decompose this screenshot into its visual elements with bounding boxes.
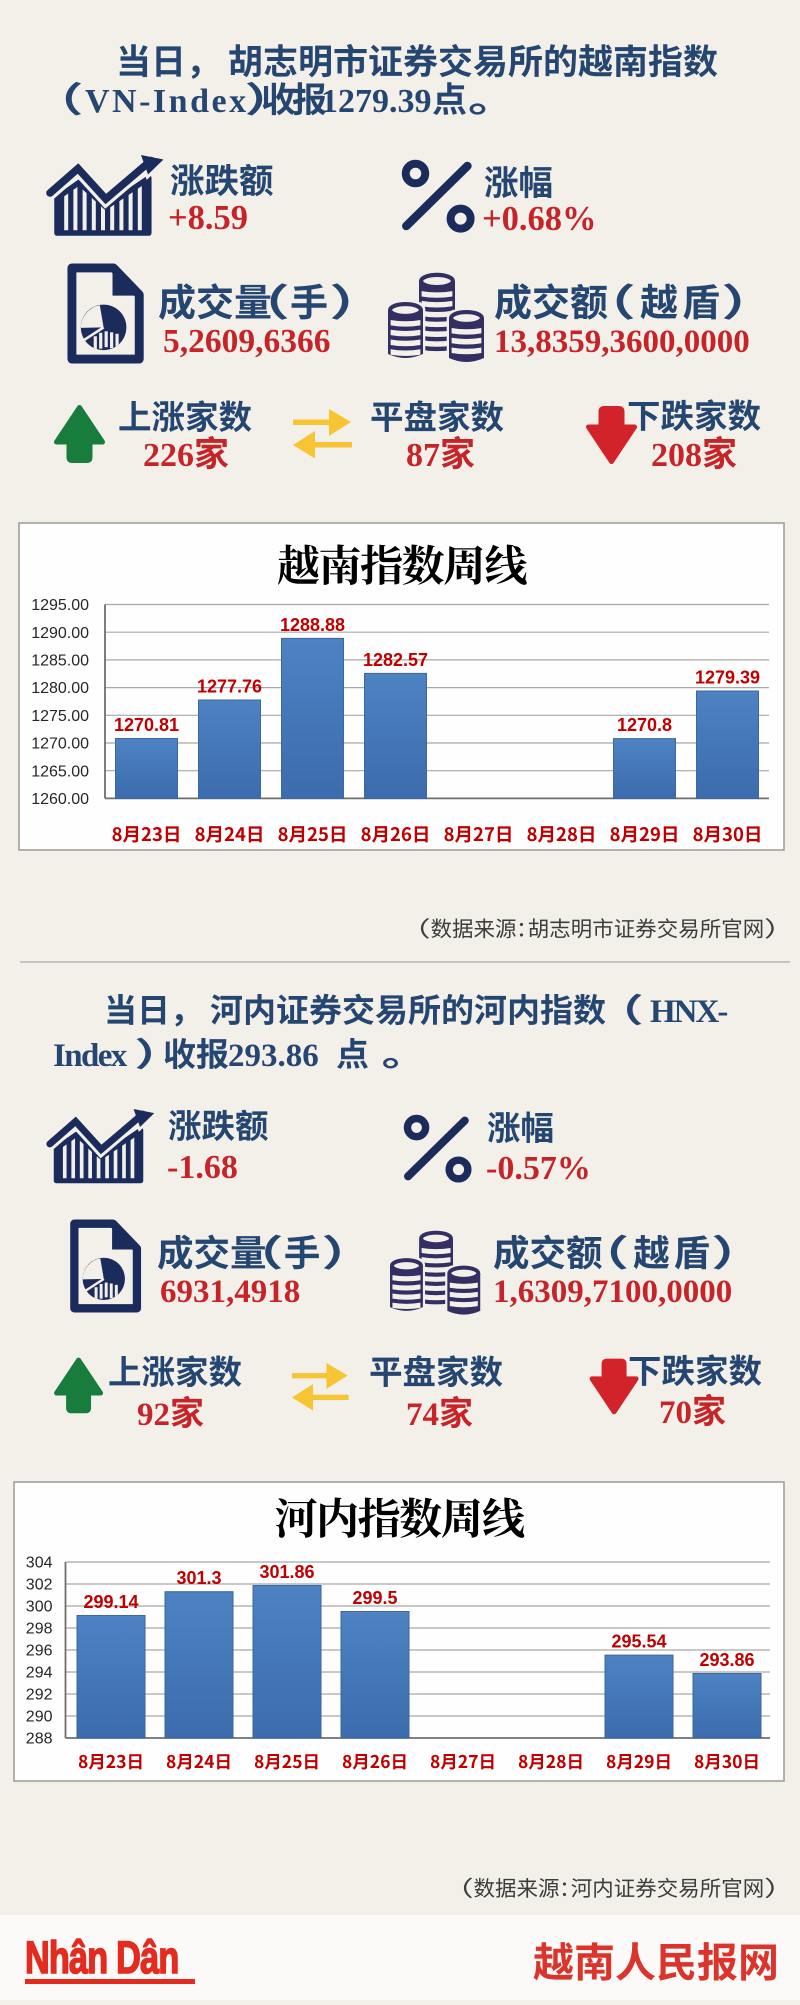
- svg-text:294: 294: [26, 1665, 53, 1682]
- svg-text:13,8359,3600,0000: 13,8359,3600,0000: [494, 324, 750, 360]
- svg-text:1270.81: 1270.81: [114, 715, 179, 735]
- svg-text:293.86: 293.86: [700, 1650, 755, 1670]
- svg-text:296: 296: [26, 1643, 53, 1660]
- svg-text:1280.00: 1280.00: [31, 680, 89, 697]
- svg-text:300: 300: [26, 1599, 53, 1616]
- svg-text:Nhân Dân: Nhân Dân: [25, 1934, 178, 1984]
- svg-text:290: 290: [26, 1709, 53, 1726]
- svg-text:+0.68%: +0.68%: [482, 200, 597, 238]
- svg-text:298: 298: [26, 1621, 53, 1638]
- svg-text:1270.00: 1270.00: [31, 736, 89, 753]
- svg-text:1270.8: 1270.8: [617, 715, 672, 735]
- svg-text:292: 292: [26, 1687, 53, 1704]
- svg-text:74: 74: [406, 1397, 439, 1433]
- svg-text:1290.00: 1290.00: [31, 625, 89, 642]
- svg-text:1275.00: 1275.00: [31, 708, 89, 725]
- svg-text:1,6309,7100,0000: 1,6309,7100,0000: [493, 1274, 732, 1310]
- svg-text:299.14: 299.14: [84, 1592, 139, 1612]
- svg-text:5,2609,6366: 5,2609,6366: [163, 323, 331, 360]
- svg-text:1279.39: 1279.39: [321, 83, 432, 120]
- svg-text:70: 70: [659, 1395, 692, 1431]
- svg-text:288: 288: [26, 1731, 53, 1748]
- svg-text:302: 302: [26, 1577, 53, 1594]
- svg-text:1295.00: 1295.00: [31, 597, 89, 614]
- svg-text:1279.39: 1279.39: [695, 668, 760, 688]
- svg-text:208: 208: [651, 437, 702, 474]
- svg-text:-1.68: -1.68: [167, 1149, 238, 1186]
- svg-text:VN-Index: VN-Index: [85, 83, 249, 120]
- svg-text:295.54: 295.54: [612, 1632, 667, 1652]
- svg-text:1285.00: 1285.00: [31, 653, 89, 670]
- svg-text:226: 226: [143, 437, 194, 474]
- svg-text:301.3: 301.3: [177, 1568, 222, 1588]
- svg-text:-0.57%: -0.57%: [486, 1150, 591, 1187]
- svg-text:Index: Index: [53, 1038, 128, 1074]
- svg-text:1265.00: 1265.00: [31, 763, 89, 780]
- svg-text:6931,4918: 6931,4918: [160, 1274, 300, 1310]
- svg-text:87: 87: [406, 437, 440, 474]
- svg-text:1288.88: 1288.88: [280, 615, 345, 635]
- svg-text:1282.57: 1282.57: [363, 650, 428, 670]
- svg-text:299.5: 299.5: [353, 1588, 398, 1608]
- svg-text:1260.00: 1260.00: [31, 791, 89, 808]
- svg-text:304: 304: [26, 1555, 53, 1572]
- svg-text:293.86: 293.86: [228, 1038, 319, 1074]
- svg-text:1277.76: 1277.76: [197, 677, 262, 697]
- svg-text:+8.59: +8.59: [168, 199, 248, 237]
- svg-text:HNX-: HNX-: [650, 994, 727, 1030]
- svg-text:92: 92: [137, 1397, 170, 1433]
- svg-text:301.86: 301.86: [260, 1562, 315, 1582]
